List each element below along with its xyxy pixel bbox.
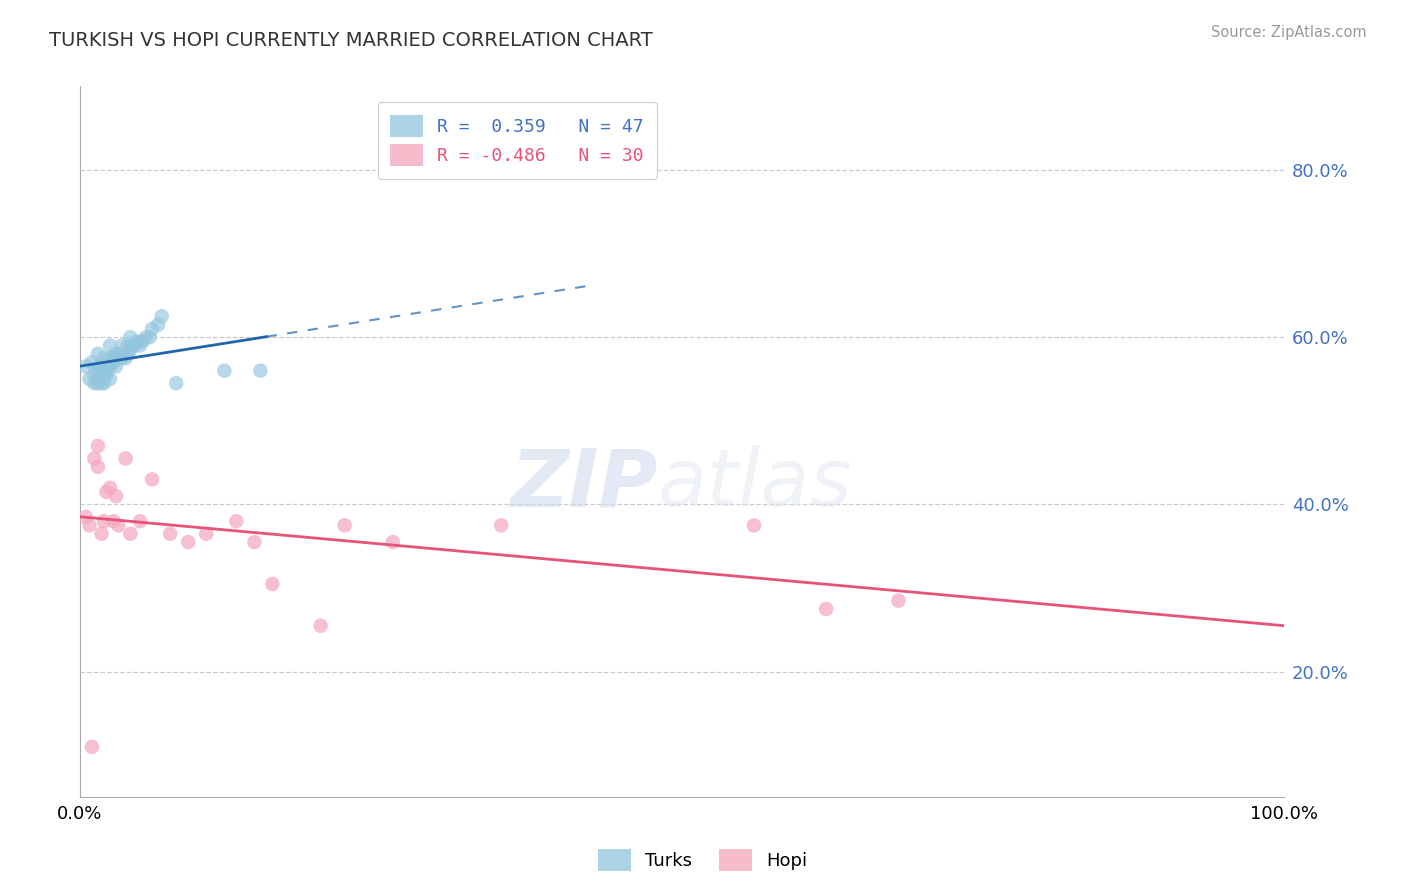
Point: [104, 489, 127, 503]
Point: [120, 526, 142, 541]
Point: [90, 526, 112, 541]
Point: [489, 518, 512, 533]
Point: [75, 359, 97, 374]
Point: [104, 347, 127, 361]
Point: [79, 372, 101, 386]
Point: [98, 338, 121, 352]
Point: [195, 526, 218, 541]
Point: [96, 368, 118, 382]
Point: [887, 593, 910, 607]
Point: [117, 347, 139, 361]
Point: [98, 359, 121, 374]
Point: [131, 334, 153, 349]
Point: [93, 368, 115, 382]
Point: [103, 355, 125, 369]
Point: [79, 518, 101, 533]
Point: [98, 372, 121, 386]
Point: [815, 602, 838, 616]
Point: [87, 364, 110, 378]
Point: [104, 351, 127, 365]
Point: [89, 359, 111, 374]
Point: [90, 376, 112, 391]
Legend: Turks, Hopi: Turks, Hopi: [592, 842, 814, 879]
Point: [249, 364, 271, 378]
Point: [96, 359, 118, 374]
Point: [87, 376, 110, 391]
Point: [98, 351, 121, 365]
Point: [225, 514, 247, 528]
Point: [98, 481, 121, 495]
Text: ZIP: ZIP: [510, 445, 658, 524]
Point: [104, 359, 127, 374]
Point: [742, 518, 765, 533]
Point: [117, 338, 139, 352]
Point: [87, 347, 110, 361]
Point: [111, 351, 134, 365]
Point: [141, 322, 163, 336]
Point: [83, 376, 105, 391]
Point: [107, 347, 129, 361]
Point: [83, 451, 105, 466]
Text: atlas: atlas: [658, 445, 852, 524]
Text: Source: ZipAtlas.com: Source: ZipAtlas.com: [1211, 25, 1367, 40]
Point: [129, 338, 152, 352]
Point: [214, 364, 236, 378]
Point: [107, 518, 129, 533]
Point: [87, 372, 110, 386]
Point: [381, 535, 404, 549]
Point: [141, 472, 163, 486]
Point: [177, 535, 200, 549]
Text: TURKISH VS HOPI CURRENTLY MARRIED CORRELATION CHART: TURKISH VS HOPI CURRENTLY MARRIED CORREL…: [49, 31, 652, 50]
Point: [122, 338, 145, 352]
Point: [159, 526, 181, 541]
Point: [127, 334, 149, 349]
Point: [103, 351, 125, 365]
Point: [129, 514, 152, 528]
Point: [83, 368, 105, 382]
Point: [93, 514, 115, 528]
Point: [96, 484, 118, 499]
Point: [87, 439, 110, 453]
Point: [138, 330, 160, 344]
Point: [262, 577, 284, 591]
Point: [93, 376, 115, 391]
Point: [75, 510, 97, 524]
Point: [120, 330, 142, 344]
Point: [93, 359, 115, 374]
Point: [114, 351, 136, 365]
Point: [120, 343, 142, 357]
Point: [333, 518, 356, 533]
Point: [93, 351, 115, 365]
Point: [135, 330, 157, 344]
Point: [165, 376, 187, 391]
Point: [103, 514, 125, 528]
Point: [87, 459, 110, 474]
Point: [80, 355, 103, 369]
Point: [90, 364, 112, 378]
Point: [243, 535, 266, 549]
Point: [150, 310, 173, 324]
Point: [146, 318, 169, 332]
Point: [80, 739, 103, 754]
Point: [111, 338, 134, 352]
Point: [309, 618, 332, 632]
Point: [114, 451, 136, 466]
Legend: R =  0.359   N = 47, R = -0.486   N = 30: R = 0.359 N = 47, R = -0.486 N = 30: [378, 103, 657, 179]
